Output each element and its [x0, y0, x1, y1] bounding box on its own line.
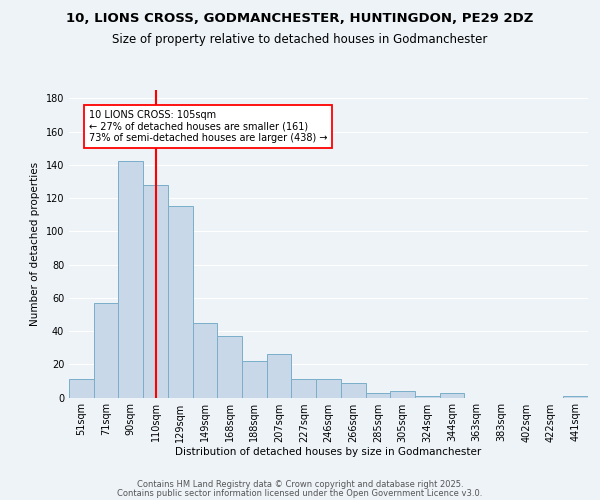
Text: 10 LIONS CROSS: 105sqm
← 27% of detached houses are smaller (161)
73% of semi-de: 10 LIONS CROSS: 105sqm ← 27% of detached…	[89, 110, 327, 143]
Bar	[390, 391, 415, 398]
Bar	[193, 322, 217, 398]
Bar	[563, 396, 588, 398]
Text: Size of property relative to detached houses in Godmanchester: Size of property relative to detached ho…	[112, 32, 488, 46]
Bar	[168, 206, 193, 398]
Bar	[118, 162, 143, 398]
Bar	[94, 303, 118, 398]
Text: Contains HM Land Registry data © Crown copyright and database right 2025.: Contains HM Land Registry data © Crown c…	[137, 480, 463, 489]
Text: Contains public sector information licensed under the Open Government Licence v3: Contains public sector information licen…	[118, 489, 482, 498]
X-axis label: Distribution of detached houses by size in Godmanchester: Distribution of detached houses by size …	[175, 448, 482, 458]
Bar	[143, 184, 168, 398]
Bar	[341, 382, 365, 398]
Bar	[365, 392, 390, 398]
Text: 10, LIONS CROSS, GODMANCHESTER, HUNTINGDON, PE29 2DZ: 10, LIONS CROSS, GODMANCHESTER, HUNTINGD…	[67, 12, 533, 26]
Bar	[267, 354, 292, 398]
Bar	[217, 336, 242, 398]
Bar	[242, 361, 267, 398]
Bar	[292, 379, 316, 398]
Bar	[69, 379, 94, 398]
Bar	[316, 379, 341, 398]
Y-axis label: Number of detached properties: Number of detached properties	[30, 162, 40, 326]
Bar	[440, 392, 464, 398]
Bar	[415, 396, 440, 398]
